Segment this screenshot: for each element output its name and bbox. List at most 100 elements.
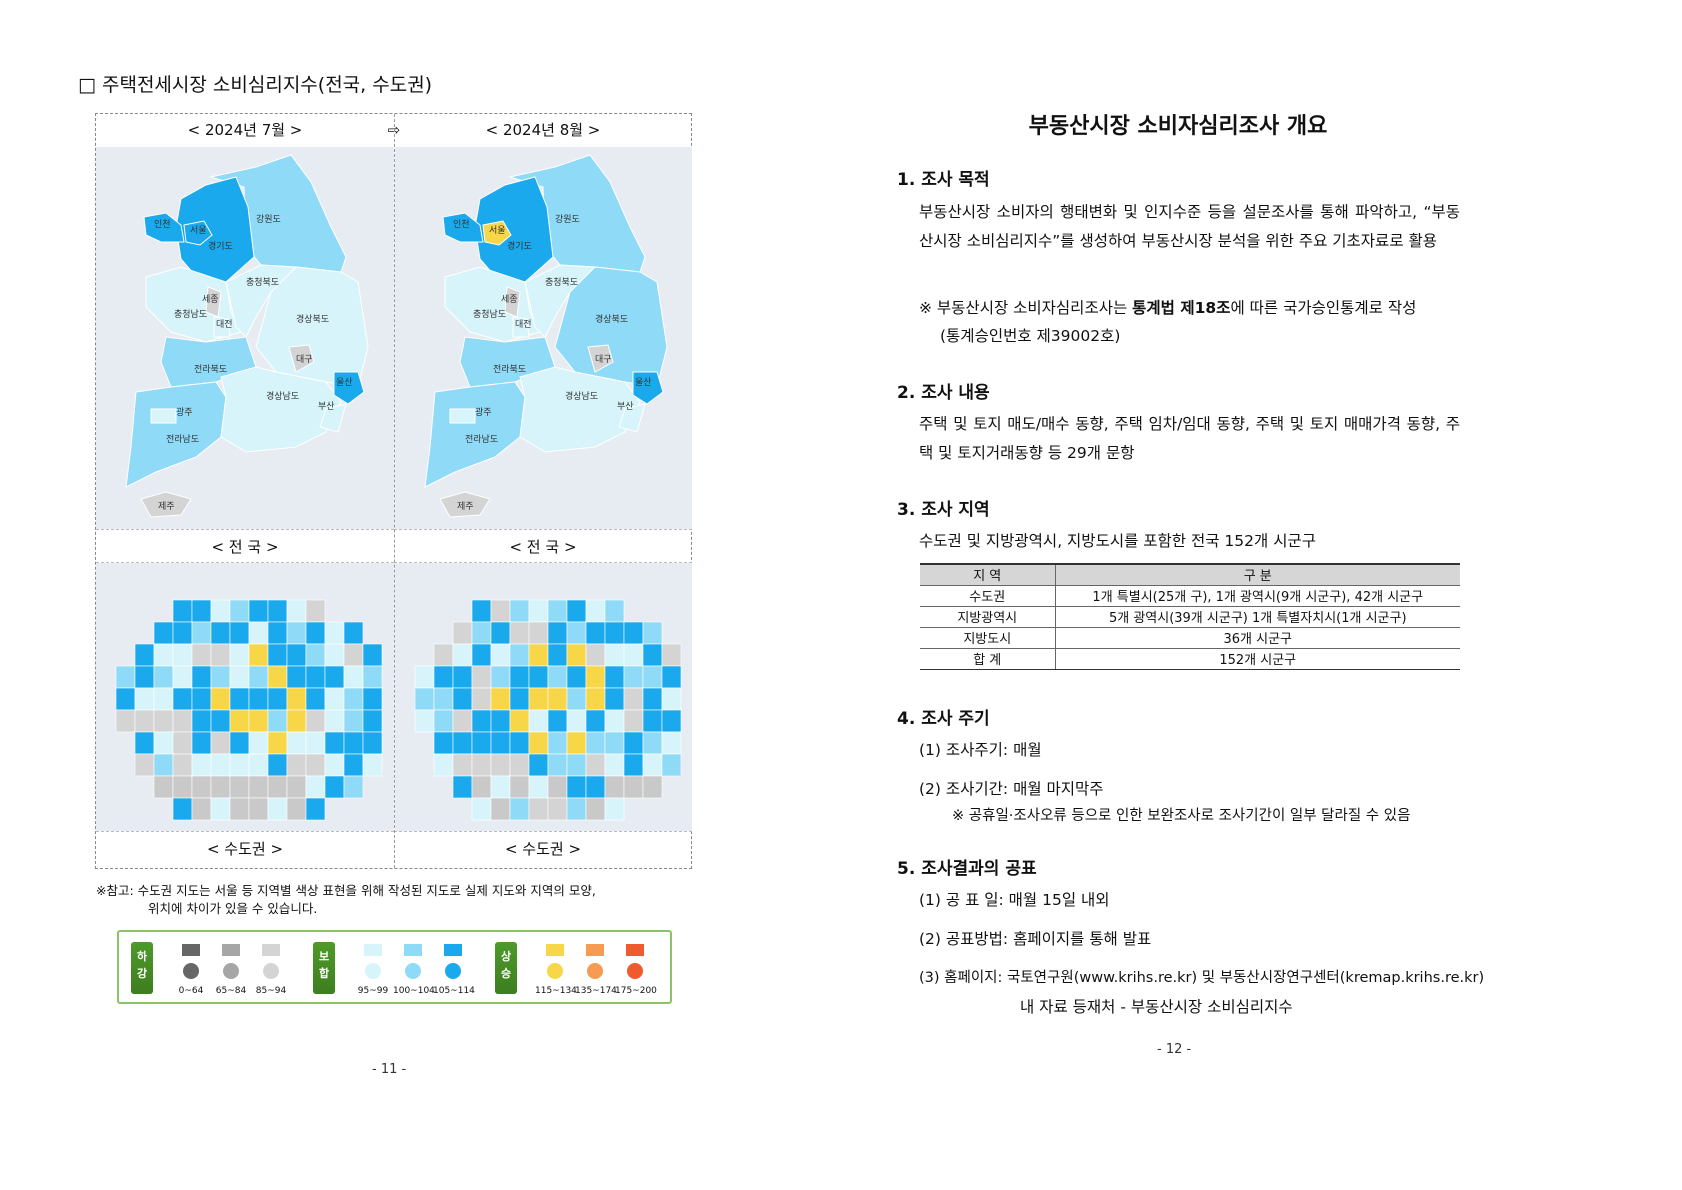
region-label: 경기도 <box>208 240 233 252</box>
district-cell <box>509 687 530 711</box>
district-cell <box>210 775 231 799</box>
region-부산 <box>319 403 347 433</box>
district-cell <box>566 687 587 711</box>
district-cell <box>324 775 345 799</box>
region-울산 <box>632 371 664 405</box>
district-cell <box>566 731 587 755</box>
district-cell <box>528 775 549 799</box>
district-cell <box>286 621 307 645</box>
district-cell <box>172 665 193 689</box>
color-legend: 하 강 0~64 65~84 85~94 보 합 95~99 100~104 105~114 상 승 1… <box>117 930 672 1004</box>
district-cell <box>509 753 530 777</box>
region-경상남도 <box>220 366 342 453</box>
district-cell <box>547 621 568 645</box>
district-cell <box>362 753 383 777</box>
region-제주 <box>140 491 192 518</box>
district-cell <box>528 731 549 755</box>
region-label: 전라남도 <box>166 434 199 445</box>
district-cell <box>305 643 326 667</box>
region-label: 광주 <box>176 406 193 418</box>
district-cell <box>191 643 212 667</box>
map-comparison-frame: < 2024년 7월 > ⇨ < 2024년 8월 > 강원도 경기도 인천 서울 충청… <box>95 113 692 869</box>
district-cell <box>433 753 454 777</box>
district-cell <box>324 665 345 689</box>
district-cell <box>471 599 492 623</box>
district-cell <box>566 599 587 623</box>
district-cell <box>324 753 345 777</box>
region-label: 광주 <box>475 406 492 418</box>
district-cell <box>153 687 174 711</box>
district-cell <box>433 731 454 755</box>
region-label: 전라남도 <box>465 434 498 445</box>
national-label-jul: < 전 국 > <box>96 529 394 563</box>
district-cell <box>490 709 511 733</box>
month-prev-label: < 2024년 7월 > <box>187 121 303 139</box>
legend-item: 135~174 <box>575 944 617 996</box>
district-cell <box>229 775 250 799</box>
district-cell <box>172 687 193 711</box>
region-label: 대전 <box>515 319 532 330</box>
region-서울 <box>183 220 213 246</box>
district-cell <box>528 709 549 733</box>
district-cell <box>661 753 682 777</box>
district-cell <box>604 599 625 623</box>
district-cell <box>433 709 454 733</box>
district-cell <box>452 753 473 777</box>
region-전라남도 <box>424 381 526 488</box>
district-cell <box>661 709 682 733</box>
district-cell <box>509 797 530 821</box>
district-cell <box>286 775 307 799</box>
region-label: 울산 <box>336 377 353 388</box>
district-cell <box>210 599 231 623</box>
metro-label-jul: < 수도권 > <box>96 831 394 865</box>
district-cell <box>305 687 326 711</box>
arrow-right-icon: ⇨ <box>387 121 401 139</box>
district-cell <box>305 797 326 821</box>
region-label: 대구 <box>296 354 313 365</box>
region-label: 인천 <box>154 219 171 230</box>
district-cell <box>471 709 492 733</box>
district-cell <box>414 665 435 689</box>
district-cell <box>547 599 568 623</box>
district-cell <box>305 665 326 689</box>
district-cell <box>642 731 663 755</box>
district-cell <box>452 731 473 755</box>
district-cell <box>623 643 644 667</box>
district-cell <box>452 643 473 667</box>
district-cell <box>248 687 269 711</box>
district-cell <box>267 687 288 711</box>
weather-icon <box>547 963 563 979</box>
statistics-approval-number: (통계승인번호 제39002호) <box>940 327 1121 345</box>
district-cell <box>305 731 326 755</box>
district-cell <box>305 599 326 623</box>
district-cell <box>661 731 682 755</box>
district-cell <box>623 775 644 799</box>
region-label: 대전 <box>216 319 233 330</box>
district-cell <box>248 753 269 777</box>
region-label: 충청남도 <box>174 309 207 320</box>
district-cell <box>490 797 511 821</box>
district-cell <box>585 731 606 755</box>
district-cell <box>490 775 511 799</box>
region-label: 부산 <box>617 401 634 412</box>
district-cell <box>604 797 625 821</box>
district-cell <box>471 665 492 689</box>
district-cell <box>210 643 231 667</box>
district-cell <box>343 643 364 667</box>
district-cell <box>528 687 549 711</box>
district-cell <box>585 665 606 689</box>
district-cell <box>267 643 288 667</box>
district-cell <box>604 753 625 777</box>
district-cell <box>134 665 155 689</box>
metro-label-aug: < 수도권 > <box>394 831 692 865</box>
region-label: 제주 <box>158 501 175 512</box>
region-label: 전라북도 <box>493 364 526 375</box>
district-cell <box>547 753 568 777</box>
region-label: 충청남도 <box>473 309 506 320</box>
section-body: 주택 및 토지 매도/매수 동향, 주택 임차/임대 동향, 주택 및 토지 매… <box>919 415 1460 462</box>
district-cell <box>286 665 307 689</box>
weather-icon <box>445 963 461 979</box>
region-label: 경상북도 <box>595 313 628 325</box>
